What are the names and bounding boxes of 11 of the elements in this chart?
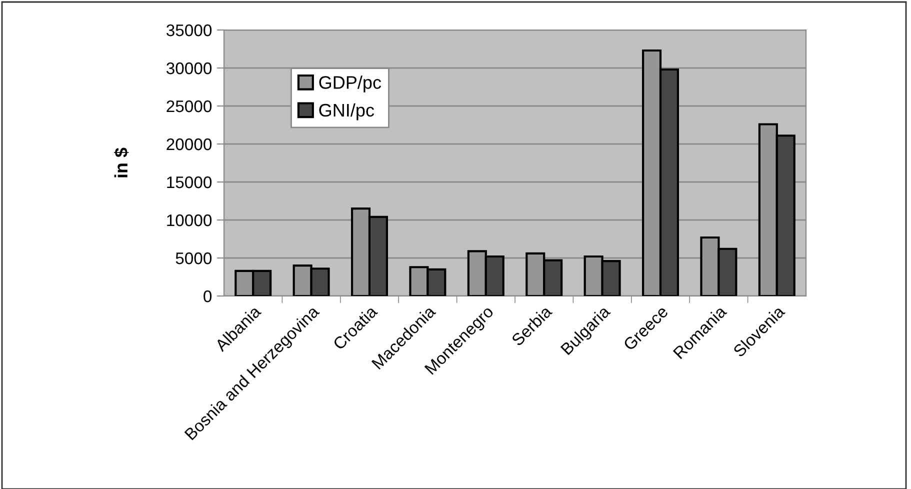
y-tick-label: 10000	[167, 214, 212, 226]
y-axis-title: in $	[114, 148, 129, 178]
y-tick-label: 15000	[167, 176, 212, 188]
y-tick-label: 35000	[166, 24, 212, 36]
y-tick-label: 30000	[166, 62, 212, 74]
y-tick-label: 25000	[166, 100, 212, 112]
y-tick-label: 5000	[176, 252, 212, 264]
y-tick-label: 20000	[166, 138, 212, 150]
legend-label: GDP/pc	[319, 76, 382, 92]
y-tick-label: 0	[204, 290, 212, 302]
legend-label: GNI/pc	[319, 103, 374, 120]
